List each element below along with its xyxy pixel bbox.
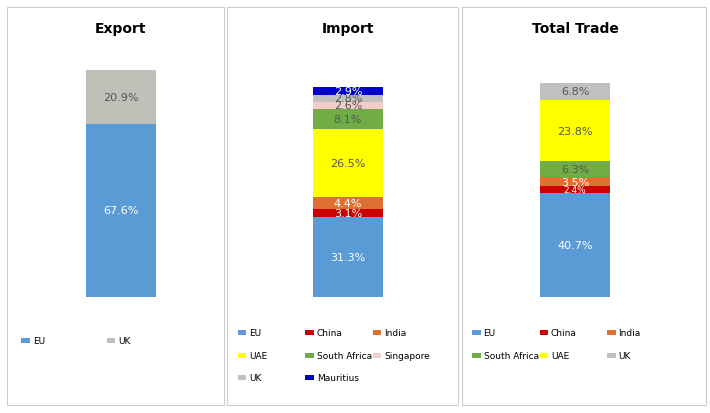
- Bar: [540, 193, 610, 297]
- Bar: [312, 198, 383, 209]
- Title: Total Trade: Total Trade: [532, 22, 618, 36]
- Text: South Africa: South Africa: [484, 351, 539, 360]
- Bar: [540, 187, 610, 193]
- Text: India: India: [618, 328, 640, 337]
- Text: 3.5%: 3.5%: [561, 178, 589, 188]
- Text: 2.8%: 2.8%: [334, 94, 362, 104]
- Bar: [312, 88, 383, 95]
- Text: UAE: UAE: [249, 351, 268, 360]
- Text: South Africa: South Africa: [317, 351, 372, 360]
- Text: UK: UK: [249, 373, 261, 382]
- Bar: [312, 109, 383, 130]
- Bar: [540, 101, 610, 162]
- Text: 67.6%: 67.6%: [103, 206, 138, 216]
- Bar: [85, 124, 155, 297]
- Text: 3.1%: 3.1%: [334, 208, 362, 218]
- Text: 20.9%: 20.9%: [103, 93, 138, 102]
- Text: Singapore: Singapore: [384, 351, 430, 360]
- Title: Export: Export: [95, 22, 146, 36]
- Text: Mauritius: Mauritius: [317, 373, 359, 382]
- Text: China: China: [317, 328, 342, 337]
- Text: 23.8%: 23.8%: [557, 126, 593, 136]
- Text: EU: EU: [249, 328, 261, 337]
- Text: EU: EU: [484, 328, 496, 337]
- Text: 26.5%: 26.5%: [330, 159, 366, 169]
- Text: EU: EU: [33, 336, 45, 345]
- Text: 2.6%: 2.6%: [334, 101, 362, 111]
- Text: 6.3%: 6.3%: [561, 165, 589, 175]
- Bar: [312, 103, 383, 109]
- Bar: [312, 130, 383, 198]
- Text: India: India: [384, 328, 406, 337]
- Text: 4.4%: 4.4%: [334, 199, 362, 209]
- Bar: [312, 209, 383, 217]
- Text: 40.7%: 40.7%: [557, 240, 593, 250]
- Title: Import: Import: [322, 22, 374, 36]
- Text: UK: UK: [618, 351, 630, 360]
- Bar: [540, 178, 610, 187]
- Bar: [85, 71, 155, 124]
- Text: 2.9%: 2.9%: [334, 87, 362, 97]
- Text: UAE: UAE: [551, 351, 569, 360]
- Bar: [312, 217, 383, 297]
- Text: China: China: [551, 328, 577, 337]
- Bar: [540, 83, 610, 101]
- Text: 6.8%: 6.8%: [561, 87, 589, 97]
- Text: 8.1%: 8.1%: [334, 115, 362, 125]
- Text: 31.3%: 31.3%: [330, 252, 366, 262]
- Text: UK: UK: [118, 336, 130, 345]
- Text: 2.4%: 2.4%: [564, 185, 586, 195]
- Bar: [312, 95, 383, 103]
- Bar: [540, 162, 610, 178]
